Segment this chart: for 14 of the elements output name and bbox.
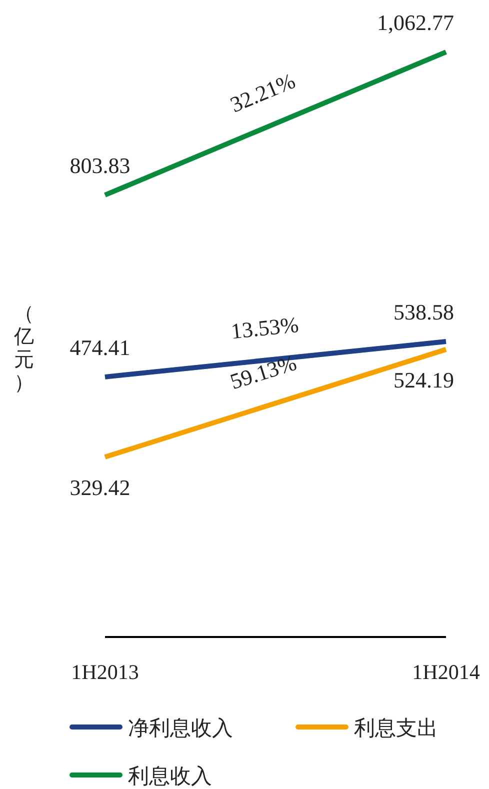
- annotation: 59.13%: [227, 350, 300, 394]
- data-label: 1,062.77: [377, 10, 454, 35]
- data-label: 538.58: [394, 299, 454, 324]
- legend-label: 利息支出: [354, 716, 438, 740]
- annotation: 13.53%: [230, 312, 300, 344]
- legend-label: 利息收入: [128, 764, 212, 788]
- x-tick-label: 1H2014: [412, 660, 480, 684]
- x-tick-label: 1H2013: [71, 660, 139, 684]
- data-label: 803.83: [70, 153, 130, 178]
- y-axis-title: （亿元）: [13, 303, 34, 394]
- data-label: 474.41: [70, 334, 130, 360]
- data-label: 329.42: [70, 475, 130, 500]
- data-label: 524.19: [394, 367, 454, 392]
- legend-label: 净利息收入: [128, 716, 233, 740]
